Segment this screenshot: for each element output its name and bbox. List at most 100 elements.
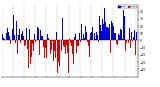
Bar <box>71 40 72 56</box>
Bar <box>69 39 70 40</box>
Bar <box>104 8 105 40</box>
Bar <box>43 40 44 47</box>
Bar <box>14 35 15 40</box>
Bar <box>7 28 8 40</box>
Bar <box>31 40 32 58</box>
Bar <box>8 32 9 40</box>
Bar <box>17 40 18 54</box>
Bar <box>103 24 104 40</box>
Bar <box>105 22 106 40</box>
Bar <box>56 31 57 40</box>
Bar <box>134 30 135 40</box>
Bar <box>96 32 97 40</box>
Bar <box>50 40 51 54</box>
Bar <box>80 40 81 42</box>
Bar <box>81 24 82 40</box>
Bar <box>10 40 11 44</box>
Bar <box>20 40 21 43</box>
Bar <box>48 38 49 40</box>
Bar <box>42 36 43 40</box>
Bar <box>68 40 69 73</box>
Bar <box>92 27 93 40</box>
Bar <box>12 29 13 40</box>
Bar <box>5 30 6 40</box>
Bar <box>11 40 12 49</box>
Bar <box>67 40 68 53</box>
Bar <box>102 19 103 40</box>
Bar <box>90 33 91 40</box>
Bar <box>109 24 110 40</box>
Bar <box>55 40 56 42</box>
Bar <box>117 40 118 45</box>
Bar <box>9 36 10 40</box>
Bar <box>94 33 95 40</box>
Bar <box>29 29 30 40</box>
Bar <box>112 23 113 40</box>
Bar <box>85 26 86 40</box>
Bar <box>114 33 115 40</box>
Bar <box>110 40 111 54</box>
Bar <box>33 40 34 51</box>
Bar <box>6 33 7 40</box>
Bar <box>129 28 130 40</box>
Bar <box>132 40 133 41</box>
Bar <box>41 36 42 40</box>
Bar <box>18 35 19 40</box>
Bar <box>126 40 127 43</box>
Bar <box>32 40 33 44</box>
Bar <box>57 40 58 73</box>
Bar <box>115 33 116 40</box>
Bar <box>21 34 22 40</box>
Bar <box>63 40 64 46</box>
Bar <box>111 21 112 40</box>
Bar <box>87 20 88 40</box>
Bar <box>101 31 102 40</box>
Bar <box>89 40 90 56</box>
Bar <box>78 40 79 46</box>
Bar <box>123 10 124 40</box>
Bar <box>128 40 129 43</box>
Bar <box>118 34 119 40</box>
Bar <box>76 40 77 54</box>
Bar <box>37 27 38 40</box>
Bar <box>120 29 121 40</box>
Bar <box>97 35 98 40</box>
Bar <box>84 24 85 40</box>
Bar <box>106 38 107 40</box>
Bar <box>79 33 80 40</box>
Bar <box>22 31 23 40</box>
Bar <box>38 28 39 40</box>
Bar <box>46 33 47 40</box>
Bar <box>70 40 71 43</box>
Bar <box>30 40 31 64</box>
Bar <box>73 40 74 64</box>
Bar <box>19 29 20 40</box>
Bar <box>113 26 114 40</box>
Bar <box>62 18 63 40</box>
Bar <box>99 16 100 40</box>
Bar <box>45 40 46 48</box>
Bar <box>88 40 89 46</box>
Bar <box>91 32 92 40</box>
Bar <box>27 40 28 51</box>
Bar <box>136 32 137 40</box>
Bar <box>66 40 67 45</box>
Bar <box>131 28 132 40</box>
Bar <box>53 40 54 61</box>
Bar <box>122 39 123 40</box>
Bar <box>95 39 96 40</box>
Bar <box>44 40 45 58</box>
Bar <box>23 36 24 40</box>
Bar <box>98 40 99 42</box>
Bar <box>2 34 3 40</box>
Bar <box>15 40 16 43</box>
Bar <box>83 34 84 40</box>
Bar <box>28 40 29 68</box>
Bar <box>75 34 76 40</box>
Bar <box>59 40 60 67</box>
Bar <box>100 15 101 40</box>
Bar <box>24 40 25 59</box>
Bar <box>13 15 14 40</box>
Bar <box>64 40 65 47</box>
Bar <box>39 40 40 55</box>
